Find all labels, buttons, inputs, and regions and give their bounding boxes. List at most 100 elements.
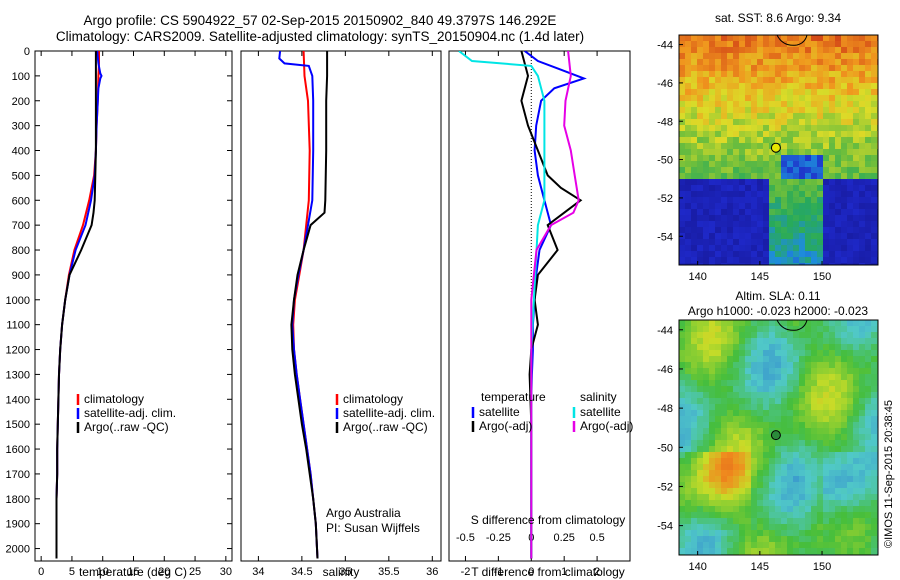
map-cell [865, 500, 872, 507]
map-cell [841, 89, 848, 96]
map-cell [757, 332, 764, 339]
map-cell [847, 257, 854, 264]
map-cell [763, 35, 770, 42]
map-cell [727, 356, 734, 363]
map-cell [691, 113, 698, 120]
map-cell [739, 83, 746, 90]
map-cell [853, 488, 860, 495]
map-cell [871, 137, 878, 144]
map-cell [853, 149, 860, 156]
map-cell [823, 392, 830, 399]
map-cell [853, 95, 860, 102]
map-cell [805, 83, 812, 90]
map-cell [793, 191, 800, 198]
map-cell [763, 452, 770, 459]
map-cell [853, 155, 860, 162]
map-cell [685, 518, 692, 525]
map-cell [679, 458, 686, 465]
map-cell [841, 446, 848, 453]
map-cell [781, 149, 788, 156]
map-cell [817, 350, 824, 357]
map-cell [817, 77, 824, 84]
map-cell [691, 440, 698, 447]
map-cell [721, 125, 728, 132]
map-cell [703, 131, 710, 138]
map-cell [715, 83, 722, 90]
map-cell [847, 35, 854, 42]
map-cell [775, 482, 782, 489]
map-cell [829, 263, 836, 265]
map-cell [841, 338, 848, 345]
map-cell [733, 428, 740, 435]
map-cell [835, 350, 842, 357]
map-cell [793, 404, 800, 411]
map-cell [769, 149, 776, 156]
map-cell [865, 326, 872, 333]
map-cell [835, 131, 842, 138]
map-cell [739, 167, 746, 174]
map-cell [853, 263, 860, 265]
map-cell [697, 191, 704, 198]
map-cell [745, 506, 752, 513]
map-cell [775, 344, 782, 351]
map-cell [763, 548, 770, 555]
map-cell [721, 143, 728, 150]
map-cell [835, 101, 842, 108]
map-cell [829, 380, 836, 387]
map-cell [733, 95, 740, 102]
map-cell [727, 482, 734, 489]
map-cell [739, 416, 746, 423]
map-cell [691, 350, 698, 357]
map-cell [769, 524, 776, 531]
map-cell [703, 167, 710, 174]
map-cell [715, 197, 722, 204]
map-cell [751, 422, 758, 429]
map-cell [769, 320, 776, 327]
map-cell [775, 95, 782, 102]
map-cell [859, 386, 866, 393]
map-cell [757, 89, 764, 96]
map-cell [685, 446, 692, 453]
sst-map: sat. SST: 8.6 Argo: 9.34 140 145 150-44-46… [657, 11, 879, 283]
map-cell [679, 410, 686, 417]
map-cell [763, 362, 770, 369]
map-cell [871, 167, 878, 174]
map-cell [829, 392, 836, 399]
map-cell [763, 458, 770, 465]
map-cell [763, 131, 770, 138]
map-cell [691, 251, 698, 258]
map-cell [829, 137, 836, 144]
map-cell [763, 482, 770, 489]
map-cell [727, 374, 734, 381]
map-cell [721, 209, 728, 216]
map-cell [769, 47, 776, 54]
map-cell [835, 386, 842, 393]
map-cell [865, 392, 872, 399]
map-cell [685, 362, 692, 369]
map-cell [739, 149, 746, 156]
map-cell [835, 47, 842, 54]
map-cell [841, 227, 848, 234]
map-cell [703, 464, 710, 471]
map-cell [757, 239, 764, 246]
map-cell [835, 338, 842, 345]
map-cell [679, 83, 686, 90]
map-cell [805, 500, 812, 507]
map-cell [721, 494, 728, 501]
map-cell [715, 332, 722, 339]
map-cell [781, 452, 788, 459]
map-cell [859, 416, 866, 423]
map-cell [835, 500, 842, 507]
map-cell [733, 47, 740, 54]
map-cell [763, 428, 770, 435]
map-cell [691, 488, 698, 495]
map-cell [703, 95, 710, 102]
map-cell [769, 488, 776, 495]
map-cell [745, 137, 752, 144]
x-tick-label: 10 [97, 566, 109, 578]
map-cell [853, 137, 860, 144]
map-cell [811, 380, 818, 387]
map-cell [775, 548, 782, 555]
map-cell [817, 161, 824, 168]
map-cell [745, 362, 752, 369]
